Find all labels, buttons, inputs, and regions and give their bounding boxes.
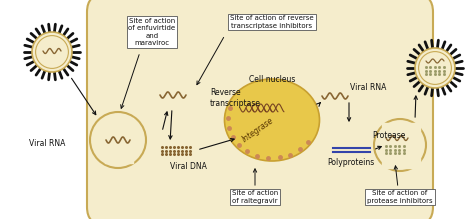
FancyBboxPatch shape [87, 0, 433, 219]
Text: Polyproteins: Polyproteins [328, 158, 374, 167]
Text: Site of action
of raltegravir: Site of action of raltegravir [232, 190, 278, 204]
Circle shape [415, 48, 455, 88]
Text: Viral DNA: Viral DNA [170, 162, 207, 171]
Text: Cell nucleus: Cell nucleus [249, 76, 295, 85]
Circle shape [374, 119, 426, 171]
Text: Site of action of reverse
transcriptase inhibitors: Site of action of reverse transcriptase … [230, 15, 314, 29]
Text: Site of action
of enfuvirtide
and
maraviroc: Site of action of enfuvirtide and maravi… [128, 18, 175, 46]
Text: Viral RNA: Viral RNA [350, 83, 386, 92]
Text: Integrase: Integrase [241, 116, 275, 144]
Circle shape [90, 112, 146, 168]
Text: Reverse
transcriptase: Reverse transcriptase [210, 88, 261, 108]
Text: Viral RNA: Viral RNA [28, 138, 65, 148]
Text: Protease: Protease [372, 131, 405, 140]
Ellipse shape [225, 79, 319, 161]
Circle shape [32, 32, 72, 72]
Text: Site of action of
protease inhibitors: Site of action of protease inhibitors [367, 190, 433, 204]
